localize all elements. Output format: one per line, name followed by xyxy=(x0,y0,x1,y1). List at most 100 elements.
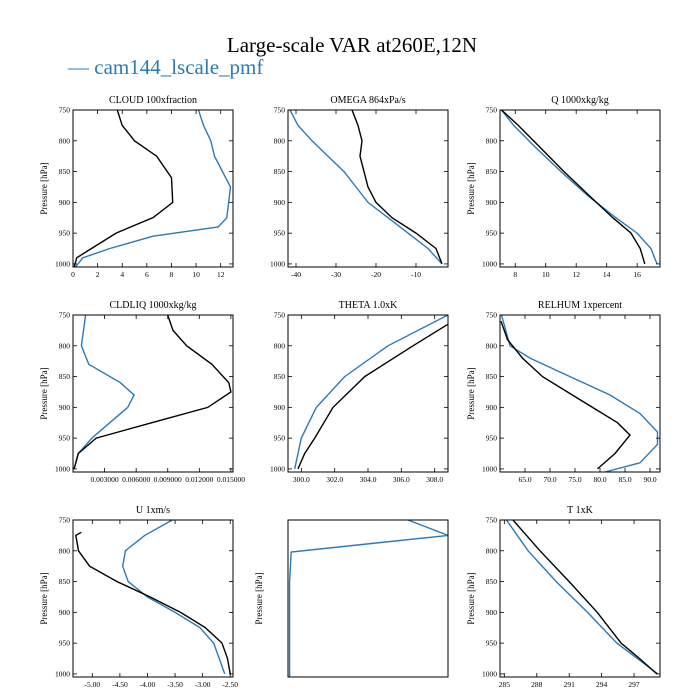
x-tick-label: 294 xyxy=(596,680,608,689)
y-tick-label: 1000 xyxy=(270,464,285,473)
plot-frame xyxy=(72,109,234,268)
series-line-series-2 xyxy=(75,531,231,675)
series-line-cam144_lscale_pmf xyxy=(288,520,448,677)
x-tick-label: 65.0 xyxy=(518,475,531,484)
x-tick-label: 85.0 xyxy=(618,475,631,484)
panel-2: -40 -30 -20 -10 750 800 850 900 950 1000 OMEGA 864… xyxy=(270,95,449,279)
series-line-cam144_lscale_pmf xyxy=(500,315,659,472)
series-line-series-2 xyxy=(500,320,631,470)
series-line-cam144_lscale_pmf xyxy=(74,110,232,267)
series-line-cam144_lscale_pmf xyxy=(505,520,659,675)
x-tick-label: -40 xyxy=(291,270,301,279)
x-tick-label: 300.0 xyxy=(293,475,310,484)
series-line-cam144_lscale_pmf xyxy=(73,315,135,470)
x-tick-label: -3.00 xyxy=(195,680,211,689)
y-tick-label: 800 xyxy=(59,341,71,350)
plot-frame xyxy=(499,109,661,268)
x-tick-label: 12 xyxy=(217,270,225,279)
x-tick-label: -10 xyxy=(411,270,421,279)
panels: 0 2 4 6 8 10 12 750 800 850 900 950 1000 CLOUD 100xfr… xyxy=(39,95,661,689)
plot-frame xyxy=(287,109,449,268)
x-tick-label: 6 xyxy=(145,270,149,279)
y-tick-label: 750 xyxy=(59,106,71,115)
y-tick-label: 850 xyxy=(274,372,286,381)
y-tick-label: 950 xyxy=(486,434,498,443)
y-tick-label: 950 xyxy=(486,639,498,648)
y-tick-label: 950 xyxy=(274,229,286,238)
series-line-series-2 xyxy=(501,110,646,265)
y-tick-label: 1000 xyxy=(482,669,497,678)
x-tick-label: 308.0 xyxy=(426,475,443,484)
y-tick-label: 800 xyxy=(59,546,71,555)
y-tick-label: 850 xyxy=(59,167,71,176)
y-axis-label: Pressure [hPa] xyxy=(39,572,49,624)
x-tick-label: 306.0 xyxy=(393,475,410,484)
y-tick-label: 1000 xyxy=(55,669,70,678)
y-tick-label: 800 xyxy=(274,341,286,350)
x-tick-label: 10 xyxy=(542,270,550,279)
y-tick-label: 750 xyxy=(59,516,71,525)
x-tick-label: 16 xyxy=(633,270,641,279)
x-tick-label: 0.003000 xyxy=(91,475,119,484)
series-line-series-2 xyxy=(297,323,448,470)
y-tick-label: 1000 xyxy=(482,464,497,473)
x-tick-label: 12 xyxy=(572,270,580,279)
x-tick-label: 8 xyxy=(513,270,517,279)
y-axis-label: Pressure [hPa] xyxy=(254,572,264,624)
x-tick-label: -2.50 xyxy=(222,680,238,689)
panel-title: OMEGA 864xPa/s xyxy=(330,95,405,106)
plot-frame xyxy=(287,519,449,678)
series-line-series-2 xyxy=(351,110,443,265)
plot-frame xyxy=(72,314,234,473)
y-tick-label: 850 xyxy=(59,372,71,381)
x-tick-label: 0.015000 xyxy=(217,475,245,484)
y-tick-label: 900 xyxy=(486,608,498,617)
y-tick-label: 950 xyxy=(486,229,498,238)
plot-frame xyxy=(499,314,661,473)
y-tick-label: 950 xyxy=(59,639,71,648)
x-tick-label: 288 xyxy=(531,680,543,689)
series-line-cam144_lscale_pmf xyxy=(500,110,658,265)
y-tick-label: 900 xyxy=(274,198,286,207)
series-line-cam144_lscale_pmf xyxy=(294,315,448,470)
x-tick-label: 302.0 xyxy=(326,475,343,484)
y-tick-label: 800 xyxy=(486,546,498,555)
y-tick-label: 1000 xyxy=(55,259,70,268)
y-tick-label: 1000 xyxy=(55,464,70,473)
x-tick-label: 291 xyxy=(564,680,576,689)
y-axis-label: Pressure [hPa] xyxy=(39,367,49,419)
x-tick-label: 10 xyxy=(192,270,200,279)
y-tick-label: 850 xyxy=(59,577,71,586)
y-tick-label: 750 xyxy=(486,311,498,320)
y-axis-label: Pressure [hPa] xyxy=(466,162,476,214)
y-axis-label: Pressure [hPa] xyxy=(466,367,476,419)
panel-5: 300.0 302.0 304.0 306.0 308.0 750 800 850 900 950… xyxy=(270,300,449,484)
x-tick-label: 8 xyxy=(170,270,174,279)
panel-title: U 1xm/s xyxy=(136,505,170,516)
y-tick-label: 950 xyxy=(274,434,286,443)
x-tick-label: 297 xyxy=(628,680,640,689)
panel-1: 0 2 4 6 8 10 12 750 800 850 900 950 1000 CLOUD 100xfr… xyxy=(39,95,234,279)
x-tick-label: -4.50 xyxy=(112,680,128,689)
y-tick-label: 900 xyxy=(59,198,71,207)
x-tick-label: 2 xyxy=(96,270,100,279)
x-tick-label: 14 xyxy=(603,270,611,279)
x-tick-label: 0.009000 xyxy=(154,475,182,484)
y-tick-label: 750 xyxy=(59,311,71,320)
y-axis-label: Pressure [hPa] xyxy=(39,162,49,214)
panel-7: -5.00 -4.50 -4.00 -3.50 -3.00 -2.50 750 800 850 9… xyxy=(39,505,238,689)
panel-4: 0.003000 0.006000 0.009000 0.012000 0.015000… xyxy=(39,300,245,484)
x-tick-label: 75.0 xyxy=(568,475,581,484)
y-axis-label: Pressure [hPa] xyxy=(466,572,476,624)
y-tick-label: 750 xyxy=(274,311,286,320)
y-tick-label: 850 xyxy=(486,167,498,176)
y-tick-label: 900 xyxy=(59,608,71,617)
x-tick-label: 90.0 xyxy=(643,475,656,484)
y-tick-label: 800 xyxy=(486,136,498,145)
x-tick-label: 0 xyxy=(71,270,75,279)
x-tick-label: -5.00 xyxy=(84,680,100,689)
x-tick-label: 4 xyxy=(120,270,124,279)
series-line-cam144_lscale_pmf xyxy=(121,520,226,675)
y-tick-label: 1000 xyxy=(482,259,497,268)
